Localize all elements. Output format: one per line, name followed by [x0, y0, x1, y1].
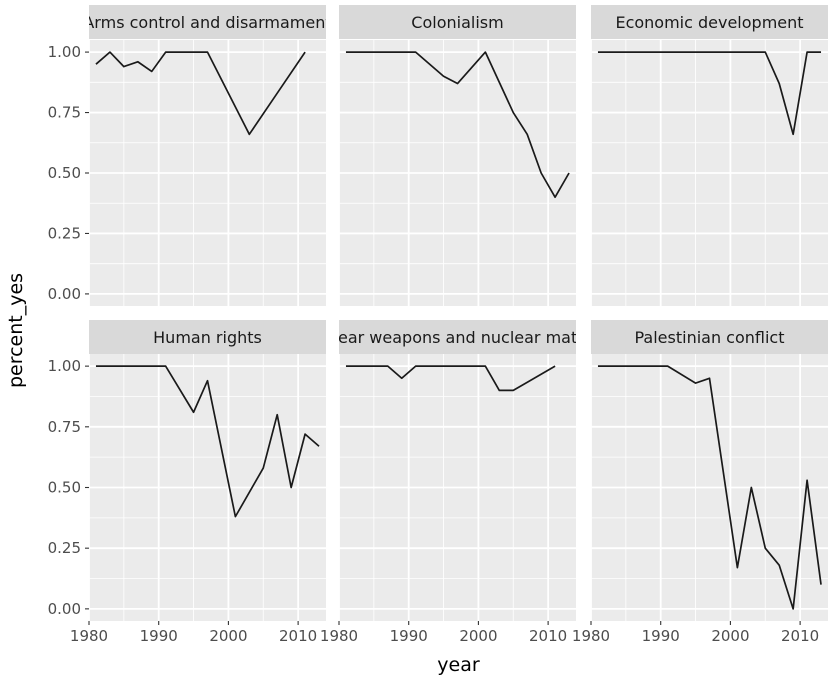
- facet-panel: Colonialism: [338, 5, 576, 306]
- y-tick-label: 0.50: [48, 164, 81, 182]
- x-tick-label: 2000: [711, 627, 749, 645]
- x-tick-label: 2010: [279, 627, 317, 645]
- y-axis-title: percent_yes: [5, 273, 27, 388]
- facet-strip: [591, 5, 828, 39]
- series-line: [345, 51, 570, 199]
- facet-strip: [339, 320, 576, 354]
- y-tick-label: 0.25: [48, 539, 81, 557]
- x-tick-label: 1980: [320, 627, 358, 645]
- facet-strip-label: Arms control and disarmament: [83, 13, 331, 32]
- x-tick-label: 1990: [390, 627, 428, 645]
- facet-strip: [591, 320, 828, 354]
- y-tick-label: 0.00: [48, 600, 81, 618]
- facet-strip-label: Palestinian conflict: [634, 328, 784, 347]
- facet-panel: Nuclear weapons and nuclear material 1980…: [303, 320, 613, 645]
- facet-panel: Human rights 0.00 0.25 0.50 0.75 1.00 1980 1990…: [48, 320, 326, 645]
- y-tick-label: 0.75: [48, 104, 81, 122]
- x-tick-label: 2000: [459, 627, 497, 645]
- x-tick-label: 1980: [70, 627, 108, 645]
- facet-panel: Palestinian conflict 1980 1990 2000 2010: [572, 320, 828, 645]
- series-line: [95, 51, 306, 136]
- series-line: [95, 365, 320, 518]
- facet-strip-label: Economic development: [615, 13, 803, 32]
- y-tick-label: 0.75: [48, 418, 81, 436]
- y-tick-label: 1.00: [48, 43, 81, 61]
- facet-strip: [89, 5, 326, 39]
- y-tick-label: 0.25: [48, 224, 81, 242]
- facet-strip: [89, 320, 326, 354]
- series-line: [597, 51, 822, 136]
- series-line: [597, 365, 822, 610]
- x-tick-label: 1980: [572, 627, 610, 645]
- facet-strip-label: Colonialism: [411, 13, 503, 32]
- y-tick-label: 0.00: [48, 285, 81, 303]
- facet-strip: [339, 5, 576, 39]
- y-tick-label: 0.50: [48, 479, 81, 497]
- facet-strip-label: Human rights: [153, 328, 262, 347]
- facet-panel: Arms control and disarmament 0.00 0.25 0.50…: [48, 5, 331, 306]
- x-tick-label: 2010: [529, 627, 567, 645]
- x-tick-label: 2010: [781, 627, 819, 645]
- x-tick-label: 1990: [140, 627, 178, 645]
- x-tick-label: 2000: [209, 627, 247, 645]
- facet-panel: Economic development: [590, 5, 828, 306]
- x-tick-label: 1990: [642, 627, 680, 645]
- facet-strip-label: Nuclear weapons and nuclear material: [303, 328, 613, 347]
- x-axis-title: year: [437, 654, 480, 676]
- series-line: [345, 365, 556, 392]
- y-tick-label: 1.00: [48, 357, 81, 375]
